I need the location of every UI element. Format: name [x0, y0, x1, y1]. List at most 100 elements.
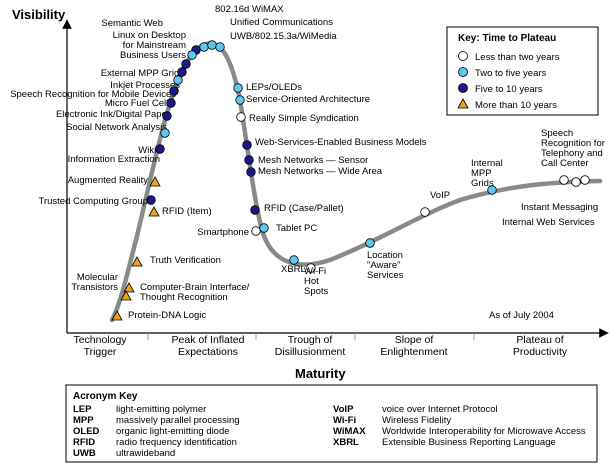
tech-marker-35 [571, 177, 581, 187]
tech-label-22: Really Simple Syndication [249, 113, 359, 124]
acronym-abbr: WiMAX [333, 426, 366, 437]
acronym-abbr: LEP [73, 404, 92, 415]
tech-label-line: Grids [471, 178, 494, 189]
tech-label-5: External MPP Grids [101, 68, 184, 79]
tech-label-line: Protein-DNA Logic [128, 310, 206, 321]
key-marker-less-than-two [458, 51, 468, 61]
tech-marker-11 [160, 128, 170, 138]
tech-label-line: Service-Oriented Architecture [246, 94, 370, 105]
tech-label-line: XBRL [281, 264, 306, 275]
tech-label-line: UWB/802.15.3a/WiMedia [230, 31, 337, 42]
tech-label-line: VoIP [430, 190, 450, 201]
tech-label-11: Wikis [138, 145, 161, 156]
acronym-abbr: OLED [73, 426, 100, 437]
tech-label-25: Mesh Networks — Wide Area [258, 166, 383, 177]
tech-label-line: Linux on Desktop [113, 30, 186, 41]
tech-label-line: Internal [471, 158, 503, 169]
tech-marker-4 [187, 50, 197, 60]
phase-label-trough: Trough of Disillusionment [275, 334, 346, 358]
tech-label-line: Telephony and [541, 148, 603, 159]
tech-label-3: Semantic Web [101, 18, 163, 29]
acronym-abbr: MPP [73, 415, 94, 426]
key-label-five-to-ten: Five to 10 years [475, 84, 543, 95]
technology-layer: 802.16d WiMAX Unified Communications UWB/8… [10, 4, 605, 321]
tech-label-35: Instant Messaging [521, 202, 598, 213]
tech-label-17: Molecular Transistors [71, 272, 118, 293]
tech-marker-36 [580, 175, 590, 185]
tech-label-36: Internal Web Services [502, 217, 595, 228]
tech-label-13: Augmented Reality [68, 175, 149, 186]
tech-label-28: Tablet PC [276, 223, 317, 234]
tech-label-line: Wi-Fi [304, 266, 326, 277]
tech-label-14: Trusted Computing Group [39, 196, 148, 207]
tech-marker-15 [148, 206, 160, 217]
tech-label-line: LEPs/OLEDs [246, 82, 302, 93]
tech-label-line: Instant Messaging [521, 202, 598, 213]
tech-label-line: Molecular [77, 272, 118, 283]
tech-label-line: Call Center [541, 158, 589, 169]
tech-label-line: Services [367, 270, 404, 281]
tech-marker-5 [181, 59, 191, 69]
tech-label-line: Information Extraction [68, 154, 160, 165]
tech-label-line: External MPP Grids [101, 68, 184, 79]
tech-label-16: Truth Verification [150, 255, 221, 266]
key-title: Key: Time to Plateau [458, 33, 556, 44]
tech-marker-19 [111, 310, 123, 321]
tech-label-line: Electronic Ink/Digital Paper [56, 109, 170, 120]
tech-label-19: Protein-DNA Logic [128, 310, 206, 321]
tech-label-line: Unified Communications [230, 17, 333, 28]
tech-label-line: Hot [304, 276, 319, 287]
tech-marker-34 [559, 175, 569, 185]
tech-label-line: Social Network Analysis [66, 122, 167, 133]
tech-label-line: Speech Recognition for Mobile Devices [10, 89, 176, 100]
tech-label-23: Web-Services-Enabled Business Models [255, 137, 427, 148]
acronym-definition: organic light-emitting diode [116, 426, 230, 437]
tech-label-line: Mesh Networks — Wide Area [258, 166, 383, 177]
tech-marker-28 [259, 223, 269, 233]
acronym-definition: Extensible Business Reporting Language [382, 437, 556, 448]
tech-label-line: Inkjet Processes [110, 80, 180, 91]
tech-marker-26 [250, 205, 260, 215]
tech-label-31: Location "Aware" Services [367, 250, 404, 281]
acronym-definition: radio frequency identification [116, 437, 237, 448]
tech-label-24: Mesh Networks — Sensor [258, 155, 368, 166]
acronym-abbr: XBRL [333, 437, 359, 448]
tech-label-0: 802.16d WiMAX [215, 4, 284, 15]
tech-marker-2 [215, 42, 225, 52]
tech-label-15: RFID (Item) [162, 206, 212, 217]
tech-label-line: Recognition for [541, 138, 605, 149]
tech-label-8: Micro Fuel Cells [105, 98, 173, 109]
tech-label-18: Computer-Brain Interface/Thought Recogni… [140, 282, 250, 303]
acronym-definition: massively parallel processing [116, 415, 240, 426]
tech-label-line: Transistors [71, 282, 118, 293]
acronym-abbr: UWB [73, 448, 96, 459]
tech-marker-8 [169, 86, 179, 96]
phase-label-slope: Slope of Enlightenment [380, 334, 447, 358]
tech-label-6: Inkjet Processes [110, 80, 180, 91]
key-marker-more-than-ten [457, 98, 469, 109]
tech-label-line: Augmented Reality [68, 175, 149, 186]
tech-label-line: Truth Verification [150, 255, 221, 266]
acronym-definition: Worldwide Interoperability for Microwave… [382, 426, 586, 437]
tech-label-line: Smartphone [197, 227, 249, 238]
tech-marker-17 [123, 282, 135, 293]
tech-marker-7 [173, 75, 183, 85]
tech-label-line: Tablet PC [276, 223, 317, 234]
tech-label-line: Wikis [138, 145, 161, 156]
acronym-abbr: VoIP [333, 404, 354, 415]
tech-marker-31 [365, 238, 375, 248]
tech-label-line: for Mainstream [123, 40, 186, 51]
tech-marker-33 [487, 185, 497, 195]
tech-marker-23 [242, 140, 252, 150]
acronym-abbr: RFID [73, 437, 95, 448]
tech-label-line: Internal Web Services [502, 217, 595, 228]
key-label-less-than-two: Less than two years [475, 52, 560, 63]
tech-label-2: UWB/802.15.3a/WiMedia [230, 31, 337, 42]
key-label-two-to-five: Two to five years [475, 68, 547, 79]
as-of-note: As of July 2004 [489, 310, 554, 321]
tech-label-26: RFID (Case/Pallet) [264, 203, 344, 214]
tech-label-12: Information Extraction [68, 154, 160, 165]
tech-label-line: RFID (Item) [162, 206, 212, 217]
tech-marker-24 [244, 155, 254, 165]
phase-label-trigger: Technology Trigger [73, 334, 127, 358]
